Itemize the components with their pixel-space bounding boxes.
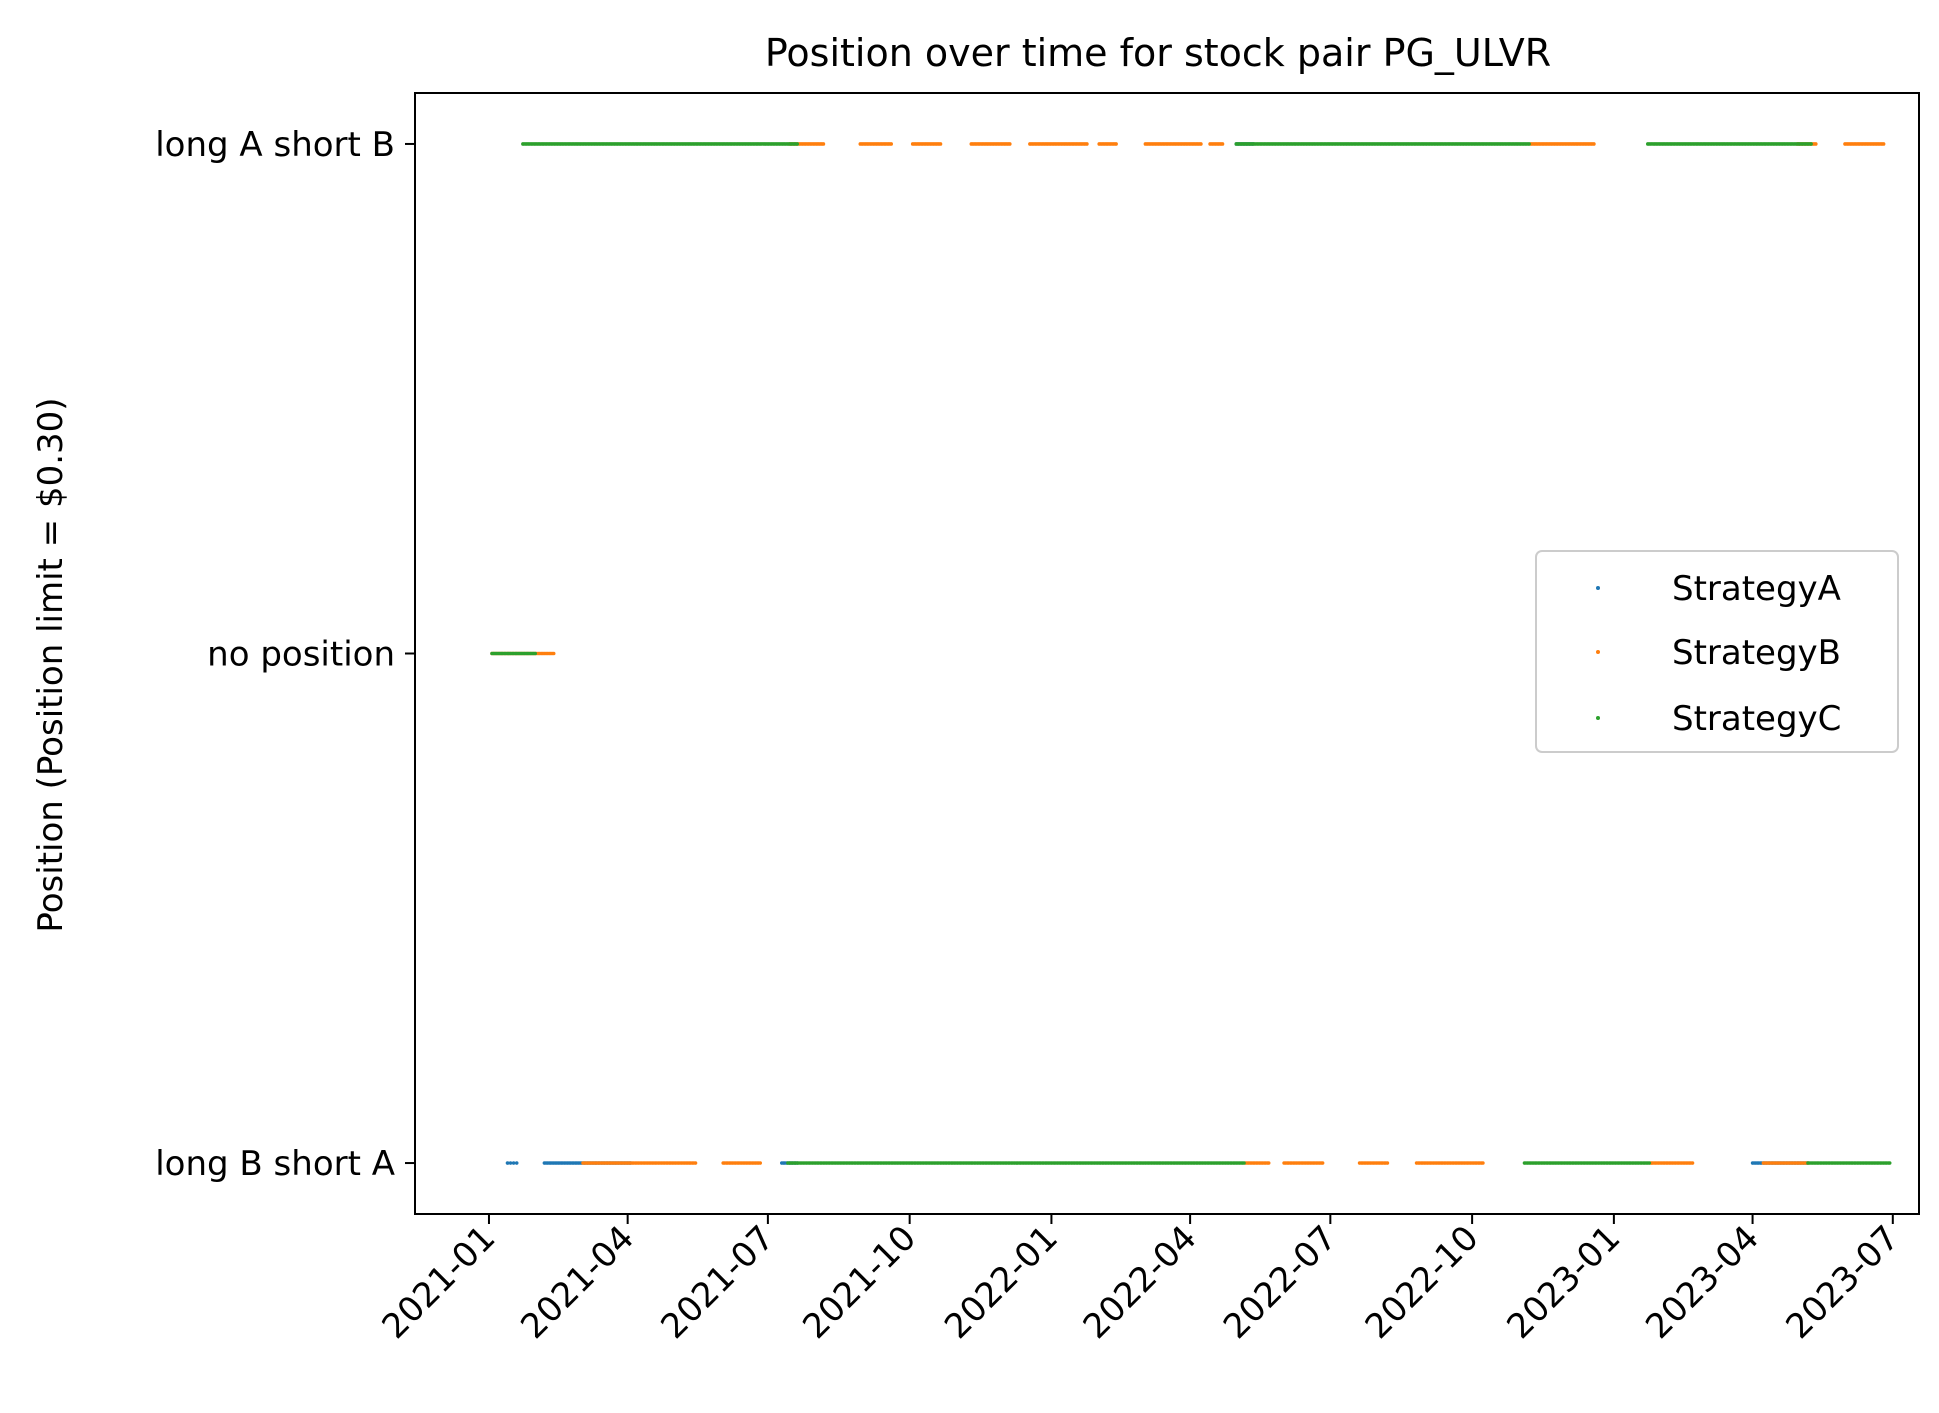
data-point: [1592, 142, 1596, 146]
scatter-points: [490, 142, 1892, 1165]
data-point: [508, 1161, 513, 1165]
data-point: [511, 1161, 516, 1165]
y-tick-label: no position: [207, 635, 395, 675]
data-point: [1220, 142, 1225, 146]
x-tick-label: 2021-07: [654, 1218, 783, 1347]
data-point: [1481, 1161, 1485, 1165]
data-point: [1114, 142, 1118, 146]
x-tick-label: 2022-10: [1358, 1218, 1487, 1347]
data-point: [821, 142, 826, 146]
y-axis-label: Position (Position limit = $0.30): [31, 397, 71, 932]
legend-marker-strategy-c: [1596, 716, 1600, 720]
data-point: [1385, 1161, 1390, 1165]
legend-marker-strategy-b: [1596, 650, 1600, 654]
data-point: [1647, 1161, 1652, 1165]
data-point: [1085, 142, 1089, 146]
data-point: [758, 1161, 762, 1165]
x-tick-label: 2023-04: [1638, 1218, 1767, 1347]
data-point: [514, 1161, 519, 1165]
data-point: [795, 142, 799, 146]
data-point: [1690, 1161, 1695, 1165]
data-point: [551, 651, 556, 656]
data-point: [1881, 142, 1886, 146]
data-point: [1527, 142, 1531, 146]
data-point: [1320, 1161, 1325, 1165]
y-tick-label: long B short A: [155, 1144, 395, 1184]
series-strategyc: [490, 142, 1892, 1165]
data-point: [1887, 1161, 1892, 1165]
legend-label-strategy-c: StrategyC: [1672, 699, 1841, 739]
x-tick-label: 2022-07: [1216, 1218, 1345, 1347]
data-point: [1809, 142, 1813, 146]
x-tick-label: 2021-10: [795, 1218, 924, 1347]
data-point: [1266, 1161, 1271, 1165]
legend-box: [1535, 550, 1899, 753]
data-point: [938, 142, 943, 146]
data-point: [1199, 142, 1203, 146]
data-point: [533, 651, 537, 656]
x-axis: 2021-01 2021-04 2021-07 2021-10 2022-01 2022-…: [375, 1214, 1907, 1347]
data-point: [889, 142, 893, 146]
data-point: [1242, 1161, 1246, 1165]
legend-marker-strategy-a: [1596, 586, 1600, 590]
x-tick-label: 2022-01: [937, 1218, 1066, 1347]
x-tick-label: 2022-04: [1076, 1218, 1205, 1347]
data-point: [1814, 142, 1818, 146]
y-tick-label: long A short B: [155, 125, 395, 165]
x-tick-label: 2021-01: [375, 1218, 504, 1347]
data-point: [693, 1161, 698, 1165]
chart-title: Position over time for stock pair PG_ULV…: [765, 31, 1551, 75]
legend-label-strategy-a: StrategyA: [1672, 569, 1841, 609]
legend: StrategyA StrategyB StrategyC: [1535, 550, 1899, 753]
data-point: [505, 1161, 510, 1165]
data-point: [1008, 142, 1012, 146]
y-axis: long A short B no position long B short A: [155, 125, 415, 1184]
legend-label-strategy-b: StrategyB: [1672, 633, 1841, 673]
x-tick-label: 2021-04: [513, 1218, 642, 1347]
x-tick-label: 2023-07: [1778, 1218, 1907, 1347]
x-tick-label: 2023-01: [1500, 1218, 1629, 1347]
